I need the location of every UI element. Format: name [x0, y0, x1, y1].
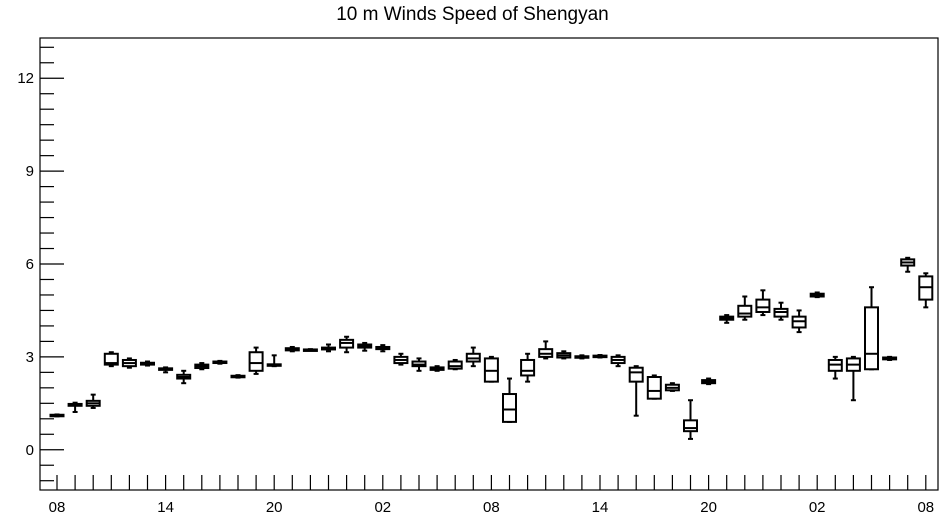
box-35	[683, 399, 698, 440]
box-47	[900, 256, 916, 273]
box-body	[628, 366, 644, 383]
box-body	[737, 304, 753, 318]
x-tick-label: 14	[592, 499, 609, 516]
box-11	[248, 346, 264, 375]
chart-title: 10 m Winds Speed of Shengyan	[336, 4, 609, 25]
box-body	[755, 298, 771, 313]
box-36	[701, 377, 717, 386]
box-6	[158, 366, 174, 374]
box-23	[465, 346, 481, 368]
box-32	[628, 365, 644, 417]
box-17	[357, 341, 373, 352]
box-26	[520, 352, 536, 383]
box-3	[103, 351, 119, 368]
box-33	[646, 374, 662, 400]
x-tick-label: 20	[700, 499, 717, 516]
y-tick-label: 3	[26, 349, 34, 366]
box-8	[194, 362, 210, 371]
y-tick-label: 9	[26, 163, 34, 180]
box-40	[773, 301, 789, 321]
x-tick-label: 14	[157, 499, 174, 516]
plot-frame	[39, 37, 939, 491]
box-13	[284, 345, 300, 353]
box-body	[646, 376, 662, 400]
x-axis: 08 14 20 02 08 14 20 02 08	[49, 475, 934, 516]
box-1	[67, 401, 83, 413]
box-5	[140, 360, 155, 367]
box-38	[737, 295, 753, 321]
box-14	[302, 348, 318, 352]
y-axis: 0 3 6 9 12	[17, 46, 64, 482]
box-42	[809, 291, 825, 299]
box-7	[176, 369, 192, 385]
box-body	[683, 419, 698, 433]
box-body	[502, 393, 517, 423]
box-43	[827, 355, 843, 380]
box-0	[49, 413, 65, 418]
box-45	[864, 286, 879, 371]
x-tick-label: 02	[374, 499, 391, 516]
box-body	[520, 358, 536, 377]
box-15	[321, 343, 336, 353]
box-body	[103, 352, 119, 366]
box-12	[266, 354, 282, 368]
x-tick-label: 08	[483, 499, 500, 516]
box-39	[755, 289, 771, 317]
y-tick-label: 12	[17, 70, 34, 87]
box-24	[483, 355, 499, 383]
box-34	[664, 382, 680, 392]
box-21	[429, 365, 445, 372]
box-2	[85, 393, 101, 409]
box-20	[411, 357, 427, 372]
box-29	[574, 354, 590, 360]
axes-frame	[39, 37, 939, 491]
box-9	[212, 359, 228, 365]
box-41	[791, 309, 807, 334]
box-44	[845, 355, 861, 402]
box-28	[556, 350, 572, 360]
box-25	[502, 377, 517, 423]
box-27	[538, 340, 554, 360]
box-30	[592, 354, 608, 359]
y-tick-label: 0	[26, 442, 34, 459]
box-46	[882, 355, 898, 361]
boxes-layer	[49, 256, 934, 440]
box-4	[121, 357, 137, 369]
y-tick-label: 6	[26, 256, 34, 273]
x-tick-label: 20	[266, 499, 283, 516]
box-18	[375, 344, 391, 353]
box-48	[918, 272, 934, 309]
box-body	[248, 351, 264, 372]
x-tick-label: 08	[49, 499, 66, 516]
x-tick-label: 02	[809, 499, 826, 516]
box-body	[447, 360, 463, 370]
box-22	[447, 358, 463, 371]
x-tick-label: 08	[917, 499, 934, 516]
box-10	[230, 374, 246, 379]
box-body	[864, 306, 879, 371]
box-37	[719, 314, 735, 324]
box-19	[393, 352, 409, 366]
box-31	[610, 354, 626, 368]
box-16	[339, 335, 355, 354]
